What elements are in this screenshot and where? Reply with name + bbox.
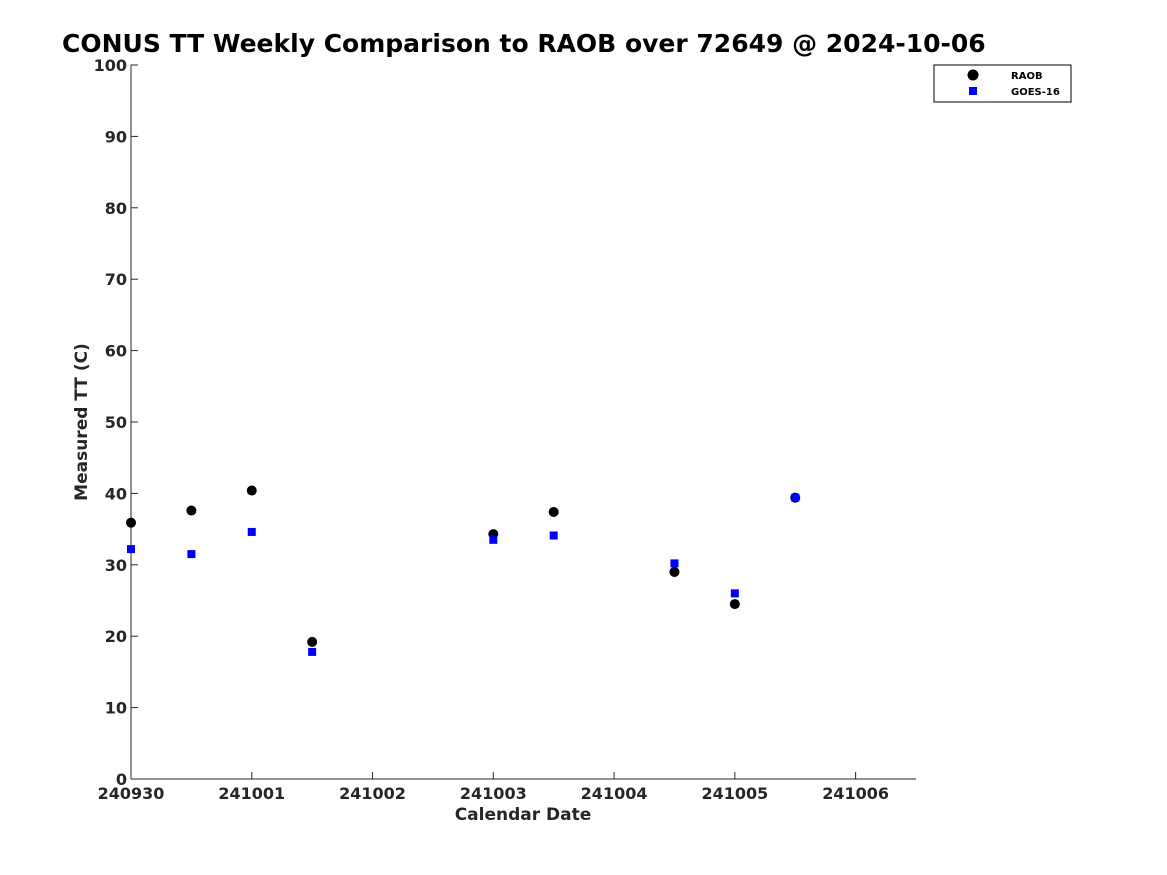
x-tick-label: 241004 — [581, 784, 648, 803]
y-tick-label: 40 — [105, 484, 127, 503]
x-axis-ticks: 240930 241001 241002 241003 241004 241005 2410… — [98, 772, 889, 803]
goes-16-point — [730, 589, 739, 598]
raob-point — [126, 517, 136, 528]
y-axis-label: Measured TT (C) — [72, 343, 92, 501]
x-tick-label: 241003 — [460, 784, 527, 803]
data-marks — [126, 485, 801, 656]
goes-16-point — [247, 527, 256, 536]
goes-16-point — [670, 559, 679, 568]
y-tick-label: 50 — [105, 413, 127, 432]
raob-point — [307, 636, 318, 647]
goes-16-point — [489, 535, 498, 544]
y-tick-label: 100 — [94, 56, 127, 75]
y-axis-ticks: 0 10 20 30 40 50 60 70 80 90 100 — [94, 56, 138, 789]
x-tick-label: 241001 — [218, 784, 285, 803]
legend-goes-label: GOES-16 — [1011, 87, 1060, 98]
raob-point — [669, 566, 680, 577]
x-axis-label: Calendar Date — [455, 805, 592, 825]
plot-area — [130, 65, 916, 780]
legend-box — [933, 64, 1072, 103]
x-tick-label: 241006 — [822, 784, 889, 803]
y-tick-label: 90 — [105, 127, 127, 146]
y-tick-label: 10 — [105, 699, 127, 718]
x-tick-label: 240930 — [98, 784, 165, 803]
x-tick-label: 241005 — [701, 784, 768, 803]
legend-raob-label: RAOB — [1011, 71, 1043, 82]
raob-point — [729, 599, 740, 610]
goes-16-point — [187, 550, 196, 559]
chart-title: CONUS TT Weekly Comparison to RAOB over … — [62, 29, 986, 58]
goes-16-point — [127, 545, 135, 554]
x-tick-label: 241002 — [339, 784, 406, 803]
y-tick-label: 60 — [105, 342, 127, 361]
legend: RAOB GOES-16 — [933, 64, 1072, 103]
y-tick-label: 0 — [116, 770, 127, 789]
legend-raob-marker — [967, 69, 979, 81]
legend-goes-marker — [969, 87, 977, 95]
goes-16-point — [308, 647, 317, 656]
goes-16-point — [549, 531, 558, 540]
goes-16-point — [791, 493, 800, 502]
y-tick-label: 70 — [105, 270, 127, 289]
y-tick-label: 30 — [105, 556, 127, 575]
y-tick-label: 20 — [105, 627, 127, 646]
raob-point — [548, 506, 559, 517]
y-tick-label: 80 — [105, 199, 127, 218]
raob-point — [246, 485, 257, 496]
raob-point — [186, 505, 197, 516]
